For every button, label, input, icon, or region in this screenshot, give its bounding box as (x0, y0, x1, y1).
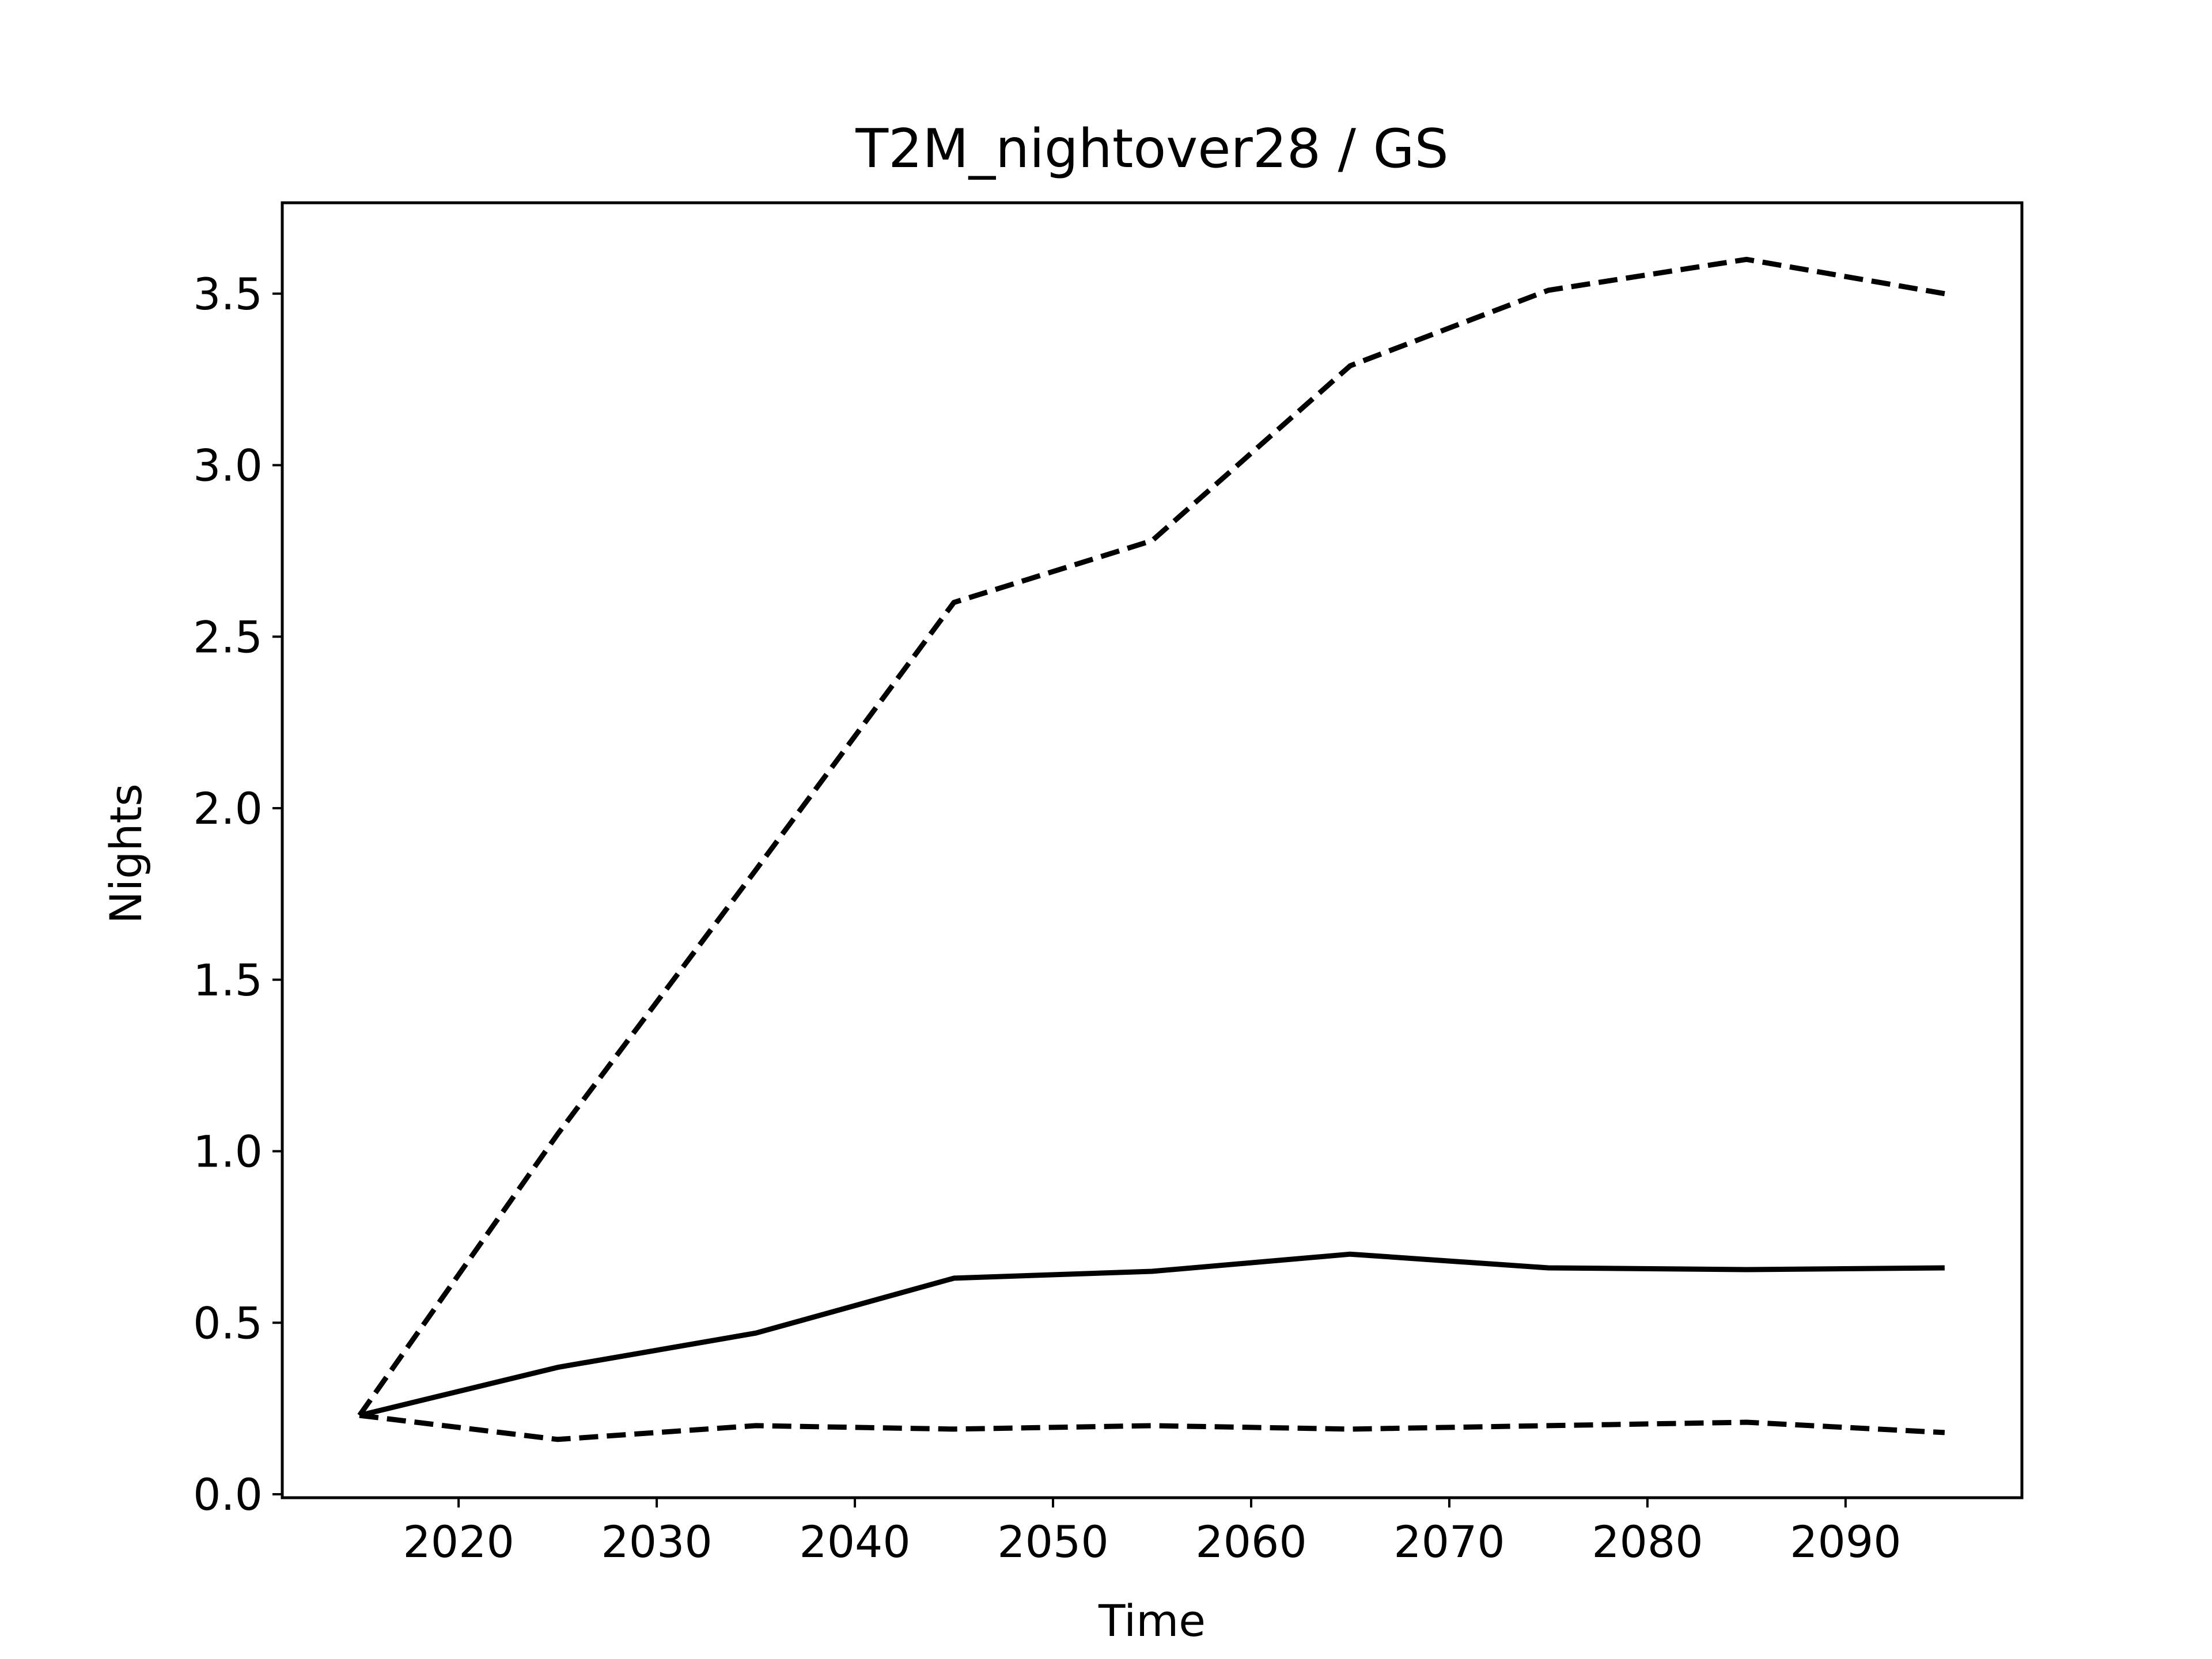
y-axis-label: Nights (100, 783, 151, 924)
x-tick-label: 2090 (1790, 1516, 1901, 1567)
x-tick-label: 2050 (997, 1516, 1108, 1567)
y-tick-label: 0.0 (193, 1469, 263, 1520)
y-axis: 0.0 0.5 1.0 1.5 2.0 2.5 3.0 3.5 (193, 268, 282, 1520)
x-axis: 2020 2030 2040 2050 2060 2070 2080 2090 (403, 1498, 1902, 1567)
chart-title: T2M_nightover28 / GS (855, 118, 1448, 180)
y-tick-label: 1.0 (193, 1126, 263, 1177)
plot-frame (281, 201, 2024, 1499)
series-line-3-dashed (359, 1412, 1945, 1442)
y-tick-label: 1.5 (193, 955, 263, 1006)
series-line-1-solid (359, 1251, 1945, 1418)
plot-area (281, 201, 2024, 1499)
x-axis-label: Time (1098, 1595, 1206, 1646)
x-tick-label: 2020 (403, 1516, 514, 1567)
series-line-2-dashed (357, 256, 1945, 1417)
x-tick-label: 2060 (1195, 1516, 1306, 1567)
series-layer (357, 256, 1945, 1442)
x-tick-label: 2080 (1592, 1516, 1703, 1567)
x-tick-label: 2030 (601, 1516, 712, 1567)
y-tick-label: 2.0 (193, 783, 263, 834)
y-tick-label: 3.5 (193, 268, 263, 320)
x-tick-label: 2040 (799, 1516, 910, 1567)
y-tick-label: 2.5 (193, 611, 263, 662)
y-tick-label: 0.5 (193, 1297, 263, 1349)
x-tick-label: 2070 (1393, 1516, 1505, 1567)
y-tick-label: 3.0 (193, 440, 263, 491)
